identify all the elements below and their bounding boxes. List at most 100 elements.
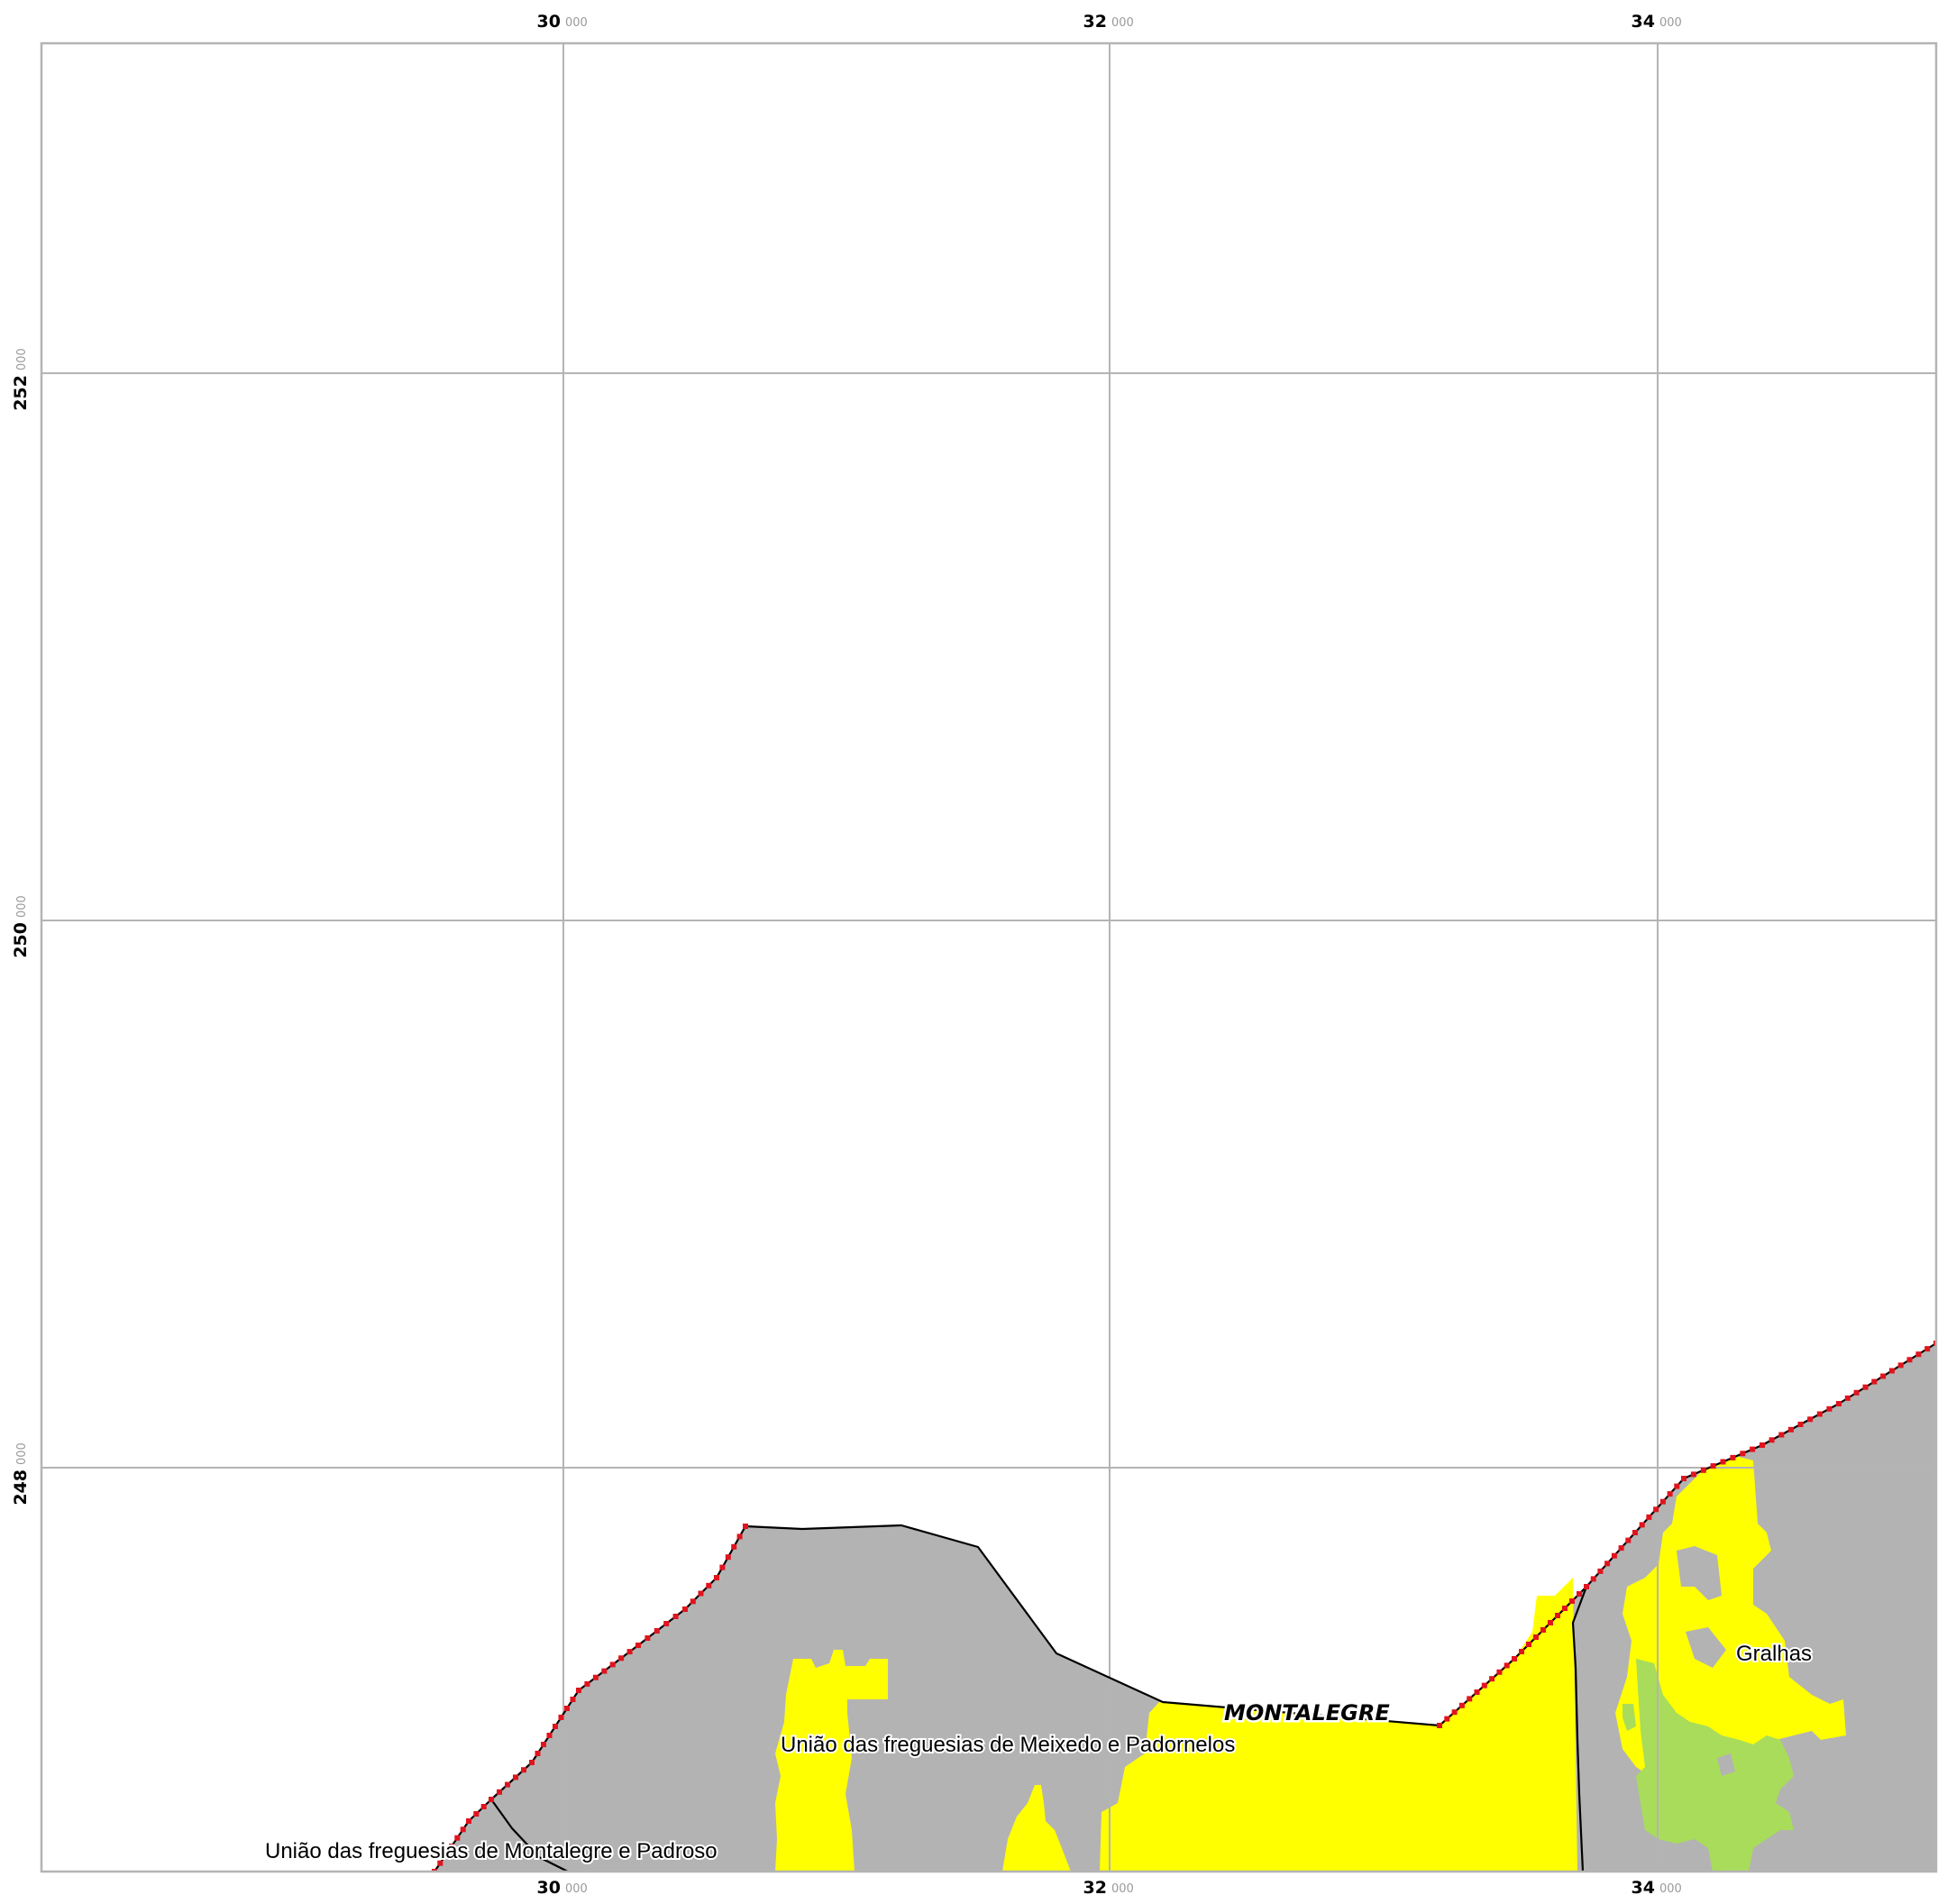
border-marker (714, 1575, 719, 1580)
border-marker (1871, 1379, 1877, 1385)
border-marker (1681, 1476, 1686, 1481)
border-marker (489, 1797, 494, 1802)
x-tick-bottom-32-major: 32 (1083, 1878, 1107, 1898)
border-marker (1597, 1569, 1603, 1574)
border-marker (644, 1635, 650, 1641)
border-marker (1640, 1522, 1645, 1527)
border-marker (1769, 1437, 1775, 1442)
border-marker (1915, 1351, 1921, 1357)
map-content (41, 43, 1939, 1874)
border-marker (1452, 1709, 1458, 1715)
border-marker (1584, 1584, 1589, 1589)
municipality-label: MONTALEGRE (1224, 1700, 1390, 1726)
border-marker (1826, 1406, 1832, 1412)
border-marker (1924, 1346, 1930, 1351)
border-marker (1863, 1385, 1869, 1390)
border-marker (1740, 1451, 1745, 1456)
border-marker (673, 1614, 679, 1619)
border-marker (559, 1715, 564, 1720)
border-marker (553, 1724, 558, 1729)
y-tick-250-minor: 000 (15, 895, 29, 918)
border-marker (1898, 1362, 1904, 1368)
border-marker (743, 1524, 748, 1529)
border-marker (593, 1675, 599, 1680)
border-marker (1591, 1576, 1596, 1581)
border-marker (1519, 1649, 1524, 1654)
border-marker (690, 1598, 696, 1604)
border-marker (1674, 1484, 1679, 1489)
border-marker (1750, 1447, 1755, 1452)
border-marker (699, 1591, 704, 1597)
border-marker (1437, 1723, 1442, 1728)
border-marker (584, 1681, 590, 1687)
border-marker (529, 1760, 535, 1765)
border-marker (1907, 1357, 1913, 1362)
x-tick-bottom-34-minor: 000 (1659, 1882, 1682, 1896)
border-marker (1760, 1442, 1765, 1448)
x-tick-top-30-major: 30 (537, 12, 561, 32)
border-marker (1668, 1491, 1673, 1497)
border-marker (706, 1583, 711, 1588)
y-tick-250-major: 250 (11, 922, 31, 958)
border-marker (1711, 1463, 1716, 1469)
border-marker (521, 1767, 526, 1772)
y-tick-252-minor: 000 (15, 348, 29, 371)
border-marker (1475, 1689, 1480, 1695)
border-marker (1496, 1670, 1502, 1675)
x-tick-bottom-30-major: 30 (537, 1878, 561, 1898)
border-marker (1619, 1545, 1624, 1551)
border-marker (1540, 1627, 1546, 1633)
border-marker (1660, 1499, 1666, 1505)
border-marker (1604, 1561, 1610, 1566)
border-marker (1459, 1703, 1465, 1708)
x-tick-bottom-32-minor: 000 (1111, 1882, 1134, 1896)
border-marker (627, 1649, 633, 1654)
border-marker (1625, 1538, 1631, 1543)
border-marker (461, 1826, 466, 1832)
border-marker (1512, 1656, 1517, 1661)
y-tick-248-major: 248 (11, 1469, 31, 1506)
border-marker (1612, 1553, 1617, 1559)
border-marker (1632, 1530, 1638, 1535)
parish-label-meixedo: União das freguesias de Meixedo e Padorn… (781, 1733, 1235, 1757)
border-marker (1653, 1506, 1659, 1512)
border-marker (1807, 1416, 1813, 1422)
x-tick-bottom-34-major: 34 (1632, 1878, 1655, 1898)
border-marker (737, 1533, 743, 1539)
border-marker (1845, 1396, 1851, 1401)
border-marker (1836, 1401, 1842, 1406)
border-marker (654, 1628, 660, 1634)
border-marker (1533, 1634, 1539, 1640)
border-marker (1467, 1696, 1472, 1701)
x-tick-top-32-major: 32 (1083, 12, 1107, 32)
border-marker (571, 1697, 576, 1702)
border-marker (1482, 1683, 1487, 1689)
border-marker (564, 1706, 570, 1711)
x-tick-bottom-30-minor: 000 (565, 1882, 588, 1896)
border-marker (497, 1790, 502, 1795)
border-marker (1691, 1471, 1696, 1477)
parish-label-gralhas: Gralhas (1736, 1642, 1812, 1666)
border-marker (618, 1655, 624, 1661)
border-marker (1798, 1422, 1804, 1427)
border-marker (731, 1544, 736, 1550)
border-marker (719, 1565, 725, 1570)
x-tick-top-34-major: 34 (1632, 12, 1655, 32)
border-marker (1646, 1515, 1651, 1520)
x-tick-top-32-minor: 000 (1111, 16, 1134, 30)
border-marker (601, 1669, 607, 1674)
border-marker (1721, 1460, 1726, 1465)
border-marker (1548, 1620, 1553, 1625)
border-marker (1889, 1368, 1895, 1374)
border-marker (1854, 1390, 1860, 1396)
border-marker (1569, 1598, 1575, 1604)
border-marker (1701, 1468, 1706, 1473)
border-marker (1444, 1716, 1449, 1722)
parish-label-montalegre: União das freguesias de Montalegre e Pad… (265, 1839, 718, 1863)
border-marker (682, 1606, 688, 1612)
border-marker (1562, 1606, 1568, 1611)
border-marker (635, 1643, 641, 1648)
border-marker (1817, 1412, 1823, 1417)
border-marker (481, 1804, 487, 1809)
